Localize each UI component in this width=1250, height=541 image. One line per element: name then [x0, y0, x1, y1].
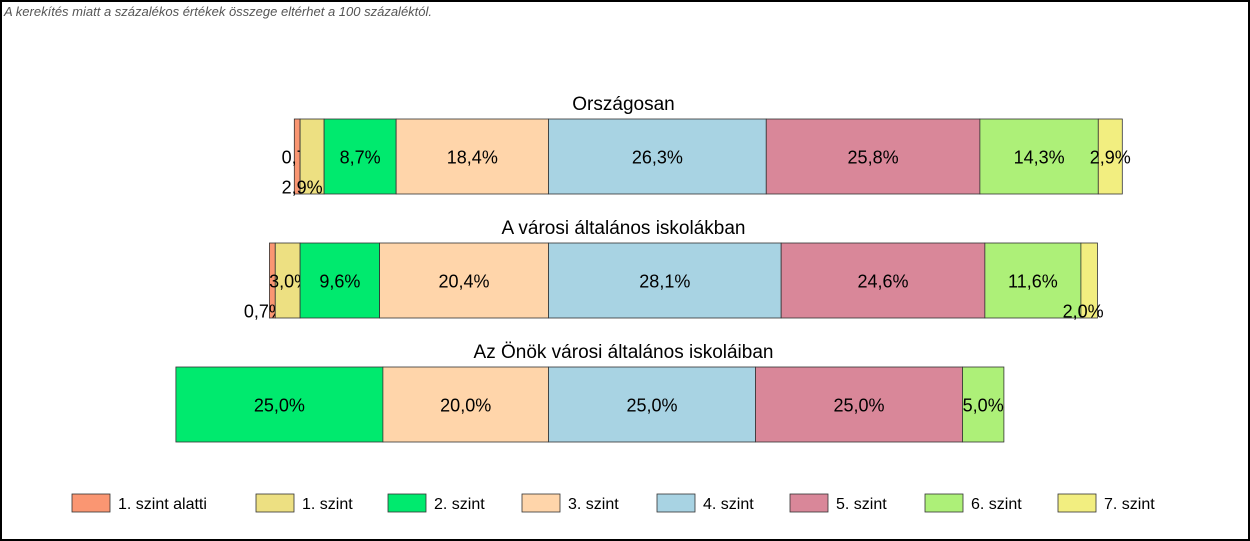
bar-segment	[175, 366, 384, 443]
bar-segment	[548, 242, 782, 319]
data-label: 8,7%	[340, 148, 381, 168]
legend: 1. szint alatti 1. szint 2. szint 3. szint 4…	[71, 493, 1155, 513]
data-label: 11,6%	[1008, 272, 1058, 292]
data-label: 2,9%	[1090, 148, 1131, 168]
legend-label: 3. szint	[568, 496, 619, 513]
legend-swatch	[255, 493, 295, 513]
legend-swatch	[521, 493, 561, 513]
legend-label: 5. szint	[836, 496, 887, 513]
legend-swatch	[656, 493, 696, 513]
bar-segment	[299, 242, 380, 319]
legend-swatch	[387, 493, 427, 513]
bar-segment	[274, 242, 301, 319]
group-title: Az Önök városi általános iskoláiban	[474, 342, 774, 363]
data-label: 14,3%	[1014, 148, 1065, 168]
data-label: 20,0%	[440, 396, 491, 416]
legend-label: 4. szint	[703, 496, 754, 513]
legend-swatch	[924, 493, 964, 513]
bar-segment	[780, 242, 986, 319]
bar-segment	[765, 118, 981, 195]
legend-label: 1. szint alatti	[118, 496, 207, 513]
group-title: Országosan	[572, 94, 674, 115]
legend-swatch	[789, 493, 829, 513]
bar-segment	[755, 366, 963, 443]
data-label: 25,0%	[626, 396, 677, 416]
data-label: 26,3%	[632, 148, 683, 168]
legend-label: 2. szint	[434, 496, 485, 513]
data-label: 0,7%	[244, 302, 285, 322]
data-label: 28,1%	[639, 272, 690, 292]
data-label: 5,0%	[963, 396, 1004, 416]
data-label: 2,0%	[1063, 302, 1104, 322]
legend-label: 6. szint	[971, 496, 1022, 513]
rounding-note: A kerekítés miatt a százalékos értékek ö…	[4, 4, 433, 19]
data-label: 2,9%	[282, 178, 323, 198]
legend-label: 7. szint	[1104, 496, 1155, 513]
group-title: A városi általános iskolákban	[502, 218, 746, 239]
data-label: 24,6%	[857, 272, 908, 292]
bars-layer: Országosan 0,7% 2,9% 8,7% 18,4% 26,3% 25,8% 14,…	[175, 94, 1131, 443]
legend-swatch	[71, 493, 111, 513]
bar-segment	[984, 242, 1082, 319]
bar-segment	[323, 118, 397, 195]
bar-segment	[382, 366, 549, 443]
bar-segment	[1097, 118, 1123, 195]
legend-swatch	[1057, 493, 1097, 513]
data-label: 18,4%	[447, 148, 498, 168]
bar-segment	[379, 242, 549, 319]
data-label: 25,0%	[254, 396, 305, 416]
legend-label: 1. szint	[302, 496, 353, 513]
bar-segment	[548, 118, 767, 195]
data-label: 25,0%	[833, 396, 884, 416]
data-label: 20,4%	[439, 272, 490, 292]
bar-segment	[299, 118, 325, 195]
data-label: 9,6%	[319, 272, 360, 292]
bar-segment	[962, 366, 1005, 443]
bar-segment	[395, 118, 549, 195]
bar-segment	[548, 366, 756, 443]
bar-segment	[979, 118, 1099, 195]
data-label: 25,8%	[848, 148, 899, 168]
bar-segment	[1080, 242, 1098, 319]
